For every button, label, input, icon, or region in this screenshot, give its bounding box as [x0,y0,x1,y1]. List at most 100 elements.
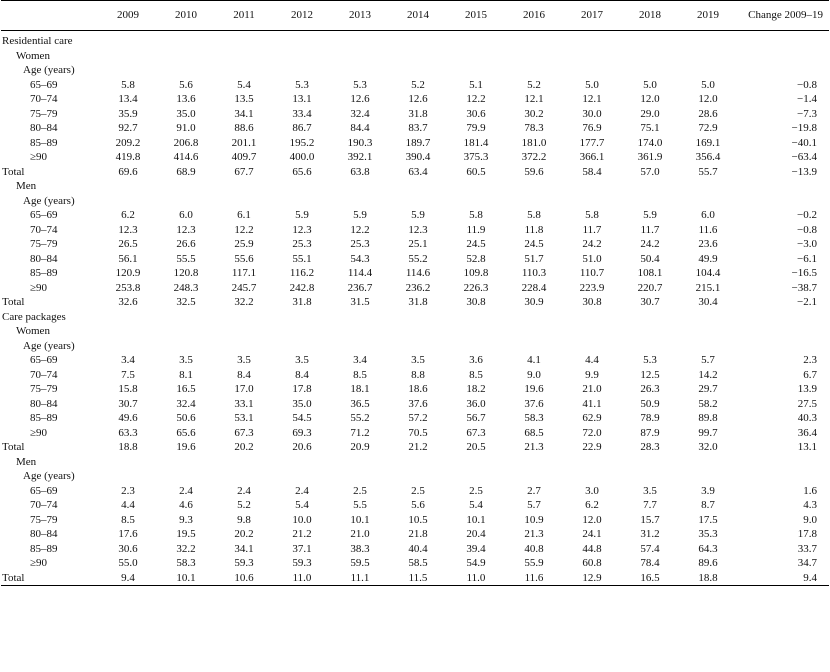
value-cell [621,63,679,78]
value-cell: 32.0 [698,441,718,453]
value-cell [157,310,215,325]
row-label: Care packages [2,310,66,323]
value-cell: 87.9 [640,426,660,439]
value-cell [679,63,737,78]
value-cell [621,324,679,339]
value-cell [99,194,157,209]
value-cell: 49.9 [698,252,718,265]
value-cell [563,339,621,354]
value-cell [99,31,157,49]
row-label: Women [16,49,50,62]
value-cell [331,31,389,49]
value-cell: 12.5 [640,368,660,381]
row-label: 65–69 [30,78,58,91]
value-cell: 65.6 [292,165,312,178]
value-cell: 190.3 [347,136,373,149]
value-cell: 5.2 [237,499,251,511]
value-cell: 60.5 [466,165,486,178]
value-cell: 32.4 [350,107,370,120]
section-row: Residential care [1,31,829,49]
value-cell: 2.5 [353,484,367,497]
table-row: 75–79 15.8 16.5 17.0 17.8 18.1 18.6 18.2 19.6 21.… [1,382,829,397]
value-cell: 6.1 [237,209,251,221]
row-label: ≥90 [30,281,48,294]
value-cell: 2.5 [411,484,425,497]
section-row: Men [1,179,829,194]
value-cell: 31.2 [640,528,660,540]
value-cell [215,324,273,339]
row-label: Total [1,570,99,586]
value-cell [563,179,621,194]
value-cell: 3.5 [295,354,309,366]
value-cell: 33.4 [292,107,312,120]
row-label: 80–84 [30,528,58,540]
value-cell: 58.4 [582,165,602,178]
value-cell: 15.7 [640,513,660,526]
value-cell [505,31,563,49]
value-cell: 181.4 [463,136,489,149]
value-cell: 120.8 [173,267,199,279]
value-cell: 31.5 [350,296,370,308]
value-cell: 32.2 [234,296,254,308]
section-row: Men [1,455,829,470]
value-cell [215,31,273,49]
value-cell: 10.6 [215,570,273,586]
value-cell [99,310,157,325]
value-cell: 3.0 [585,484,599,497]
value-cell: 2.5 [469,484,483,497]
value-cell: 2.4 [237,484,251,497]
value-cell: 4.4 [585,354,599,366]
value-cell: 30.8 [466,296,486,308]
value-cell: 201.1 [231,136,257,149]
row-label: 85–89 [30,136,58,149]
value-cell: 40.4 [408,542,428,555]
value-cell: 68.5 [524,426,544,439]
value-cell: 109.8 [463,267,489,279]
value-cell: 19.6 [176,441,196,453]
change-cell: 9.0 [803,513,817,526]
value-cell: 38.3 [350,542,370,555]
value-cell: 34.1 [234,107,254,120]
value-cell: 114.6 [405,267,431,279]
value-cell: 57.2 [408,412,428,424]
change-cell: −40.1 [791,136,817,149]
value-cell [679,339,737,354]
row-label: 65–69 [30,484,58,497]
header-cell: 2015 [447,0,505,31]
section-row: Age (years) [1,194,829,209]
header-cell: 2018 [621,0,679,31]
value-cell: 35.3 [698,528,718,540]
value-cell: 3.4 [353,354,367,366]
value-cell: 50.9 [640,397,660,410]
value-cell [157,324,215,339]
value-cell: 5.4 [237,78,251,91]
value-cell: 65.6 [176,426,196,439]
row-label: Age (years) [23,470,75,482]
value-cell: 21.2 [408,441,428,453]
value-cell: 10.0 [292,513,312,526]
value-cell: 88.6 [234,122,254,134]
section-row: Women [1,324,829,339]
value-cell [679,179,737,194]
value-cell [447,310,505,325]
value-cell: 55.2 [350,412,370,424]
value-cell: 390.4 [405,151,431,163]
value-cell: 58.2 [698,397,718,410]
value-cell: 7.7 [643,499,657,511]
value-cell: 50.6 [176,412,196,424]
value-cell: 55.6 [234,252,254,265]
value-cell: 4.4 [121,499,135,511]
row-label: 70–74 [30,368,58,381]
value-cell [273,49,331,64]
value-cell [563,324,621,339]
value-cell: 12.1 [582,93,602,105]
value-cell: 71.2 [350,426,370,439]
change-cell [737,455,829,470]
value-cell: 108.1 [637,267,663,279]
value-cell [157,339,215,354]
value-cell: 400.0 [289,151,315,163]
value-cell: 12.0 [640,93,660,105]
value-cell [331,469,389,484]
value-cell [389,339,447,354]
value-cell [505,179,563,194]
